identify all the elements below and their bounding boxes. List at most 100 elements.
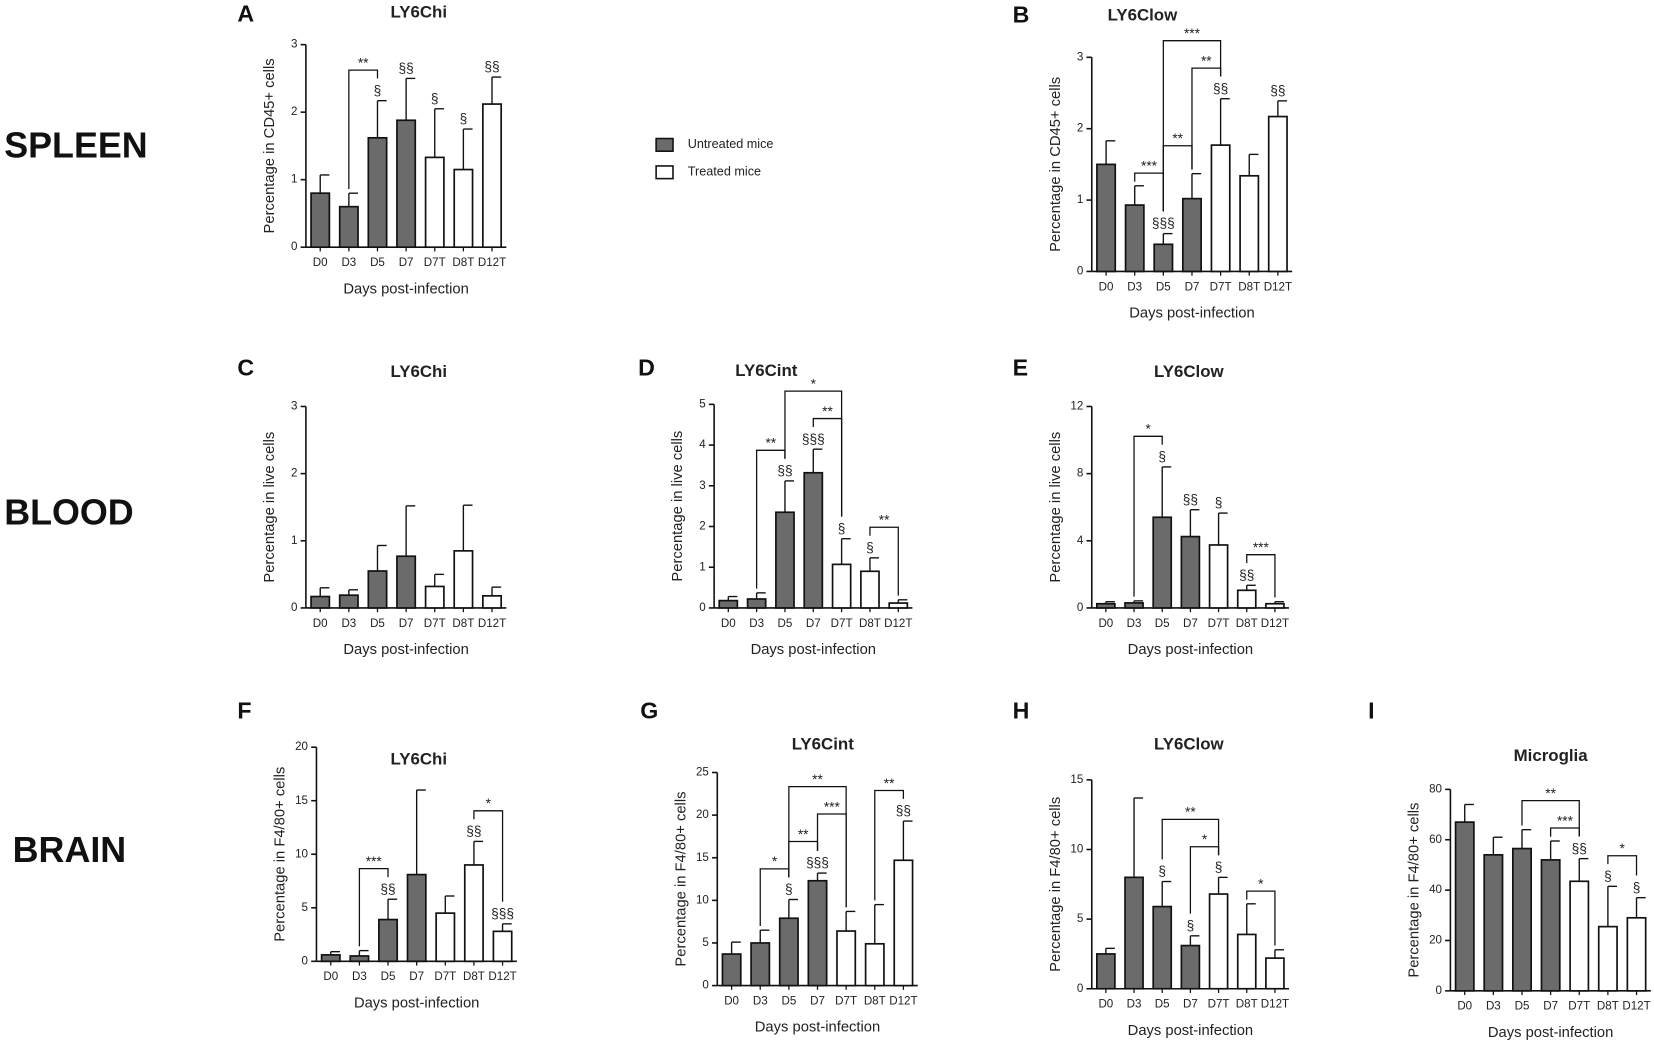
y-tick-label: 2 [291, 105, 297, 118]
bar [1454, 821, 1475, 992]
bar [1208, 893, 1229, 990]
bar [775, 511, 795, 609]
bar [721, 953, 742, 987]
bar [893, 859, 914, 987]
bar [463, 864, 484, 963]
significance-mark: § [838, 521, 846, 536]
bar [750, 942, 771, 987]
panel-letter: H [1013, 697, 1030, 723]
x-tick-label: D7 [1183, 617, 1198, 630]
y-tick-label: 80 [1429, 782, 1442, 795]
significance-mark: § [374, 83, 382, 98]
x-tick-label: D12T [884, 617, 912, 630]
bar [1095, 953, 1116, 990]
significance-mark: §§§ [491, 906, 514, 921]
x-tick-label: D5 [1155, 998, 1170, 1011]
x-tick-label: D0 [721, 617, 736, 630]
significance-label: ** [1545, 786, 1556, 801]
y-tick-label: 1 [699, 560, 705, 573]
bar [453, 550, 474, 609]
x-tick-label: D3 [341, 256, 356, 269]
x-tick-label: D7T [835, 994, 857, 1007]
panel-letter: B [1013, 1, 1030, 27]
significance-bracket [784, 390, 843, 517]
significance-bracket [348, 69, 379, 189]
x-tick-label: D0 [1098, 998, 1113, 1011]
bar [1540, 859, 1561, 992]
legend-label: Treated mice [688, 165, 761, 179]
y-tick-label: 20 [696, 808, 709, 821]
significance-bracket [1521, 799, 1580, 837]
x-tick-label: D12T [478, 617, 506, 630]
significance-label: *** [824, 799, 841, 814]
x-tick-label: D8T [864, 994, 886, 1007]
x-tick-label: D12T [1622, 1000, 1650, 1013]
significance-label: *** [366, 854, 383, 869]
significance-mark: § [1187, 918, 1195, 933]
significance-mark: §§§ [802, 431, 825, 446]
x-tick-label: D8T [463, 970, 485, 983]
y-tick-label: 0 [291, 240, 297, 253]
x-tick-label: D3 [1127, 617, 1142, 630]
x-tick-label: D0 [1099, 280, 1114, 293]
x-tick-label: D7 [409, 970, 424, 983]
bar [1210, 144, 1231, 273]
y-tick-label: 4 [1077, 534, 1084, 547]
x-tick-label: D8T [1236, 998, 1258, 1011]
significance-bracket [759, 868, 790, 926]
y-tick-label: 5 [702, 936, 708, 949]
chart-title: Microglia [1514, 746, 1589, 765]
y-tick-label: 15 [295, 794, 308, 807]
x-tick-label: D8T [859, 617, 881, 630]
bar [367, 136, 388, 249]
bar [338, 594, 359, 609]
chart-title: LY6Clow [1154, 362, 1225, 381]
significance-bracket [874, 789, 905, 901]
x-tick-label: D7 [399, 256, 414, 269]
bar [1236, 589, 1257, 609]
x-tick-label: D3 [1127, 280, 1142, 293]
y-tick-label: 1 [1077, 193, 1083, 206]
x-tick-label: D3 [753, 994, 768, 1007]
x-tick-label: D7 [1183, 998, 1198, 1011]
y-tick-label: 5 [699, 397, 705, 410]
bar [1626, 916, 1647, 992]
x-tick-label: D12T [1264, 280, 1292, 293]
bar [453, 168, 474, 249]
bar [1153, 243, 1174, 273]
chart-title: LY6Clow [1154, 735, 1225, 754]
significance-mark: § [785, 882, 793, 897]
x-tick-label: D5 [370, 256, 385, 269]
bar [1265, 957, 1285, 990]
x-axis-label: Days post-infection [343, 281, 468, 297]
y-tick-label: 0 [1077, 982, 1083, 995]
significance-label: ** [1172, 131, 1183, 146]
x-tick-label: D0 [323, 970, 338, 983]
x-tick-label: D7T [1208, 617, 1230, 630]
x-tick-label: D12T [488, 970, 516, 983]
significance-mark: §§ [1213, 81, 1228, 96]
y-tick-label: 1 [291, 534, 297, 547]
bar [310, 595, 331, 609]
y-tick-label: 2 [699, 520, 705, 533]
x-tick-label: D3 [341, 617, 356, 630]
bar [349, 955, 370, 963]
bar [1152, 516, 1173, 609]
bar [482, 595, 503, 609]
x-tick-label: D8T [1597, 1000, 1619, 1013]
bar [310, 192, 331, 249]
significance-bracket [1246, 890, 1276, 946]
chart-title: LY6Chi [391, 362, 448, 381]
chart-title: LY6Clow [1108, 6, 1179, 25]
bar [378, 918, 399, 963]
x-tick-label: D12T [478, 256, 506, 269]
significance-mark: §§ [1270, 83, 1285, 98]
significance-label: ** [1185, 805, 1196, 820]
significance-mark: §§§ [1152, 216, 1175, 231]
x-tick-label: D7 [399, 617, 414, 630]
x-tick-label: D8T [1238, 280, 1260, 293]
x-axis-label: Days post-infection [1488, 1025, 1613, 1041]
y-tick-label: 25 [696, 766, 709, 779]
bar [396, 119, 417, 249]
